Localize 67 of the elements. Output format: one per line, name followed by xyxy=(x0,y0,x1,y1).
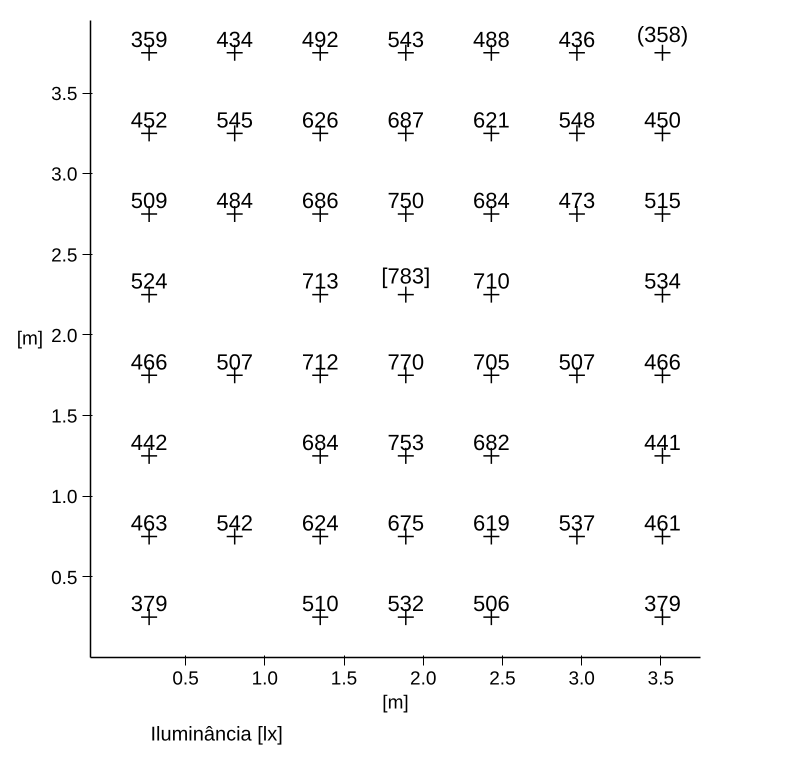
y-tick-label: 3.5 xyxy=(51,84,78,106)
annotation: 621 xyxy=(473,107,510,132)
annotation: 434 xyxy=(216,26,254,52)
annotation: 461 xyxy=(644,510,681,536)
annotation: 710 xyxy=(473,268,510,294)
annotation: 537 xyxy=(558,510,596,536)
y-tick-label: 1.0 xyxy=(51,487,78,508)
annotation: 484 xyxy=(216,188,254,214)
annotation: 436 xyxy=(558,26,596,52)
annotation: 712 xyxy=(302,349,339,374)
annotation: 626 xyxy=(302,107,339,132)
annotation: 542 xyxy=(216,510,254,536)
annotation: 466 xyxy=(130,349,168,374)
annotation: 473 xyxy=(558,188,596,214)
x-tick-label: 3.0 xyxy=(568,668,595,690)
annotation: 441 xyxy=(644,430,681,455)
annotation: 510 xyxy=(302,591,339,616)
annotation: 506 xyxy=(473,591,510,616)
annotation: 515 xyxy=(644,188,681,214)
annotation: 442 xyxy=(130,430,168,455)
annotation: 507 xyxy=(216,349,254,374)
x-tick-label: 1.0 xyxy=(252,668,278,690)
annotation: 488 xyxy=(473,26,510,52)
annotation: 507 xyxy=(558,349,596,374)
x-tick-label: 1.5 xyxy=(330,668,358,690)
y-tick-label: 1.5 xyxy=(51,406,78,428)
text: Iluminância [lx] xyxy=(150,724,283,746)
annotation: 686 xyxy=(302,188,339,214)
annotation: 532 xyxy=(387,591,424,616)
annotation: 450 xyxy=(644,107,681,132)
annotation: 379 xyxy=(130,591,168,616)
annotation: 770 xyxy=(387,349,424,374)
x-tick-label: 2.0 xyxy=(410,668,436,690)
annotation: 675 xyxy=(387,510,424,536)
x-tick-label: 3.5 xyxy=(648,668,674,690)
annotation: 687 xyxy=(387,107,424,132)
annotation: 509 xyxy=(130,188,168,214)
annotation: 548 xyxy=(558,107,596,132)
annotation: 682 xyxy=(473,430,510,455)
annotation: 452 xyxy=(130,107,168,132)
annotation: 750 xyxy=(387,188,424,214)
x-axis-title: [m] xyxy=(382,692,409,714)
annotation: 463 xyxy=(130,510,168,536)
annotation: 379 xyxy=(644,591,681,616)
y-tick-label: 2.5 xyxy=(51,245,78,266)
x-tick-label: 2.5 xyxy=(489,668,516,690)
annotation: 619 xyxy=(473,510,510,536)
x-tick-label: 0.5 xyxy=(172,668,199,690)
annotation: 624 xyxy=(302,510,339,536)
y-tick-label: 2.0 xyxy=(51,326,78,347)
annotation: 545 xyxy=(216,107,254,132)
annotation: (358) xyxy=(636,22,688,47)
annotation: 534 xyxy=(644,268,681,294)
annotation: 466 xyxy=(644,349,681,374)
y-axis-title: [m] xyxy=(16,328,44,350)
annotation: 753 xyxy=(387,430,424,455)
y-tick-label: 3.0 xyxy=(51,164,78,186)
annotation: 492 xyxy=(302,26,339,52)
annotation: 684 xyxy=(302,430,339,455)
annotation: 543 xyxy=(387,26,424,52)
y-tick-label: 0.5 xyxy=(51,568,78,589)
annotation: 713 xyxy=(302,268,339,294)
annotation: 359 xyxy=(130,26,168,52)
annotation: [783] xyxy=(381,264,430,289)
annotation: 684 xyxy=(473,188,510,214)
annotation: 524 xyxy=(130,268,168,294)
annotation: 705 xyxy=(473,349,510,374)
